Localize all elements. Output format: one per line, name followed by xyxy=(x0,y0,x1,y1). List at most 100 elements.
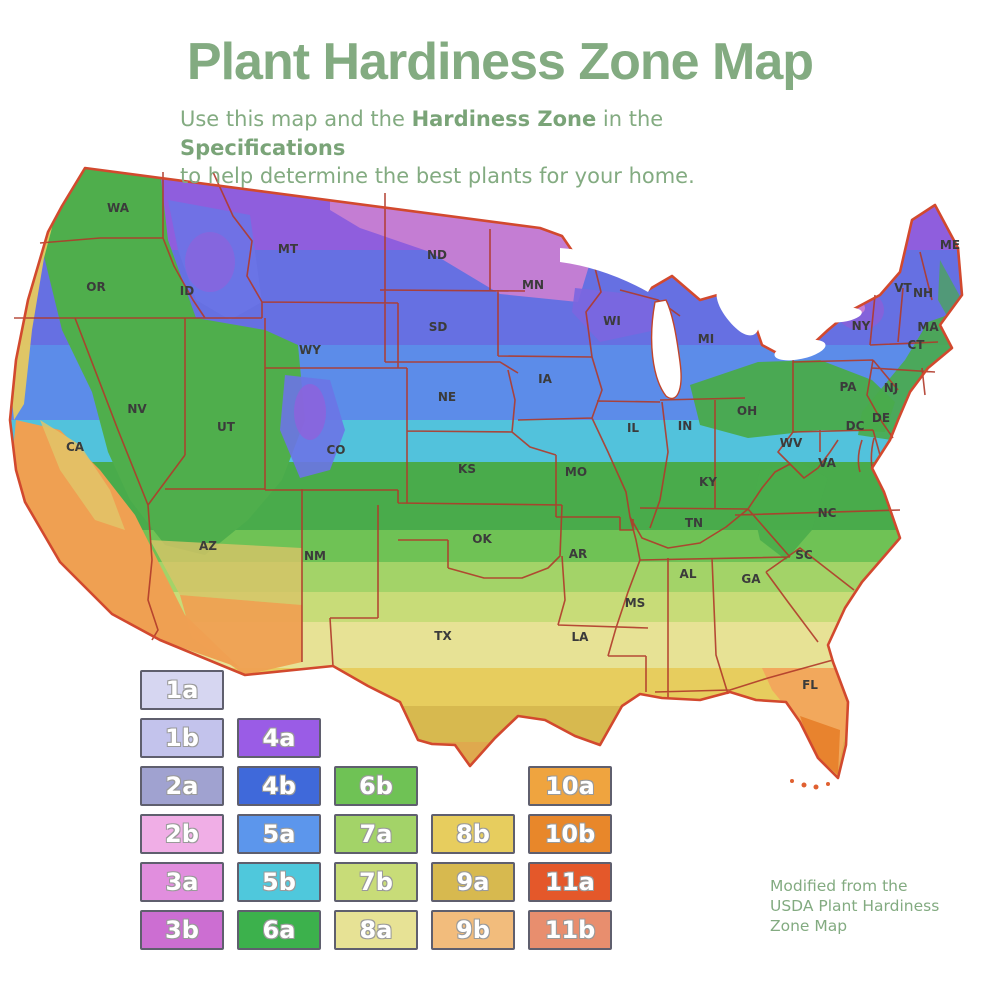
state-label-MT: MT xyxy=(278,242,299,256)
legend-zone-label: 1a xyxy=(165,676,199,704)
state-label-MS: MS xyxy=(625,596,646,610)
legend-zone-2b: 2b xyxy=(140,814,224,854)
state-label-FL: FL xyxy=(802,678,818,692)
state-label-SC: SC xyxy=(795,548,813,562)
state-label-UT: UT xyxy=(217,420,236,434)
subtitle-specifications: Specifications xyxy=(180,135,346,160)
state-label-TN: TN xyxy=(685,516,703,530)
legend-zone-label: 8a xyxy=(359,916,393,944)
legend-zone-label: 3a xyxy=(165,868,199,896)
florida-keys xyxy=(790,779,830,790)
state-label-NE: NE xyxy=(438,390,456,404)
subtitle-text: Use this map and the xyxy=(180,107,412,132)
legend-zone-1a: 1a xyxy=(140,670,224,710)
legend-zone-7b: 7b xyxy=(334,862,418,902)
legend-zone-2a: 2a xyxy=(140,766,224,806)
state-borders xyxy=(14,171,939,698)
state-label-MN: MN xyxy=(522,278,544,292)
page-title: Plant Hardiness Zone Map xyxy=(186,33,814,91)
coastline-outline xyxy=(8,166,964,780)
state-label-OR: OR xyxy=(86,280,105,294)
legend-zone-label: 6a xyxy=(262,916,296,944)
legend-zone-label: 10b xyxy=(544,820,596,848)
state-label-MO: MO xyxy=(565,465,587,479)
legend-zone-4a: 4a xyxy=(237,718,321,758)
state-label-NH: NH xyxy=(913,286,933,300)
state-label-IA: IA xyxy=(538,372,552,386)
attribution-line: Modified from the xyxy=(770,877,908,895)
legend-zone-label: 9b xyxy=(456,916,490,944)
legend-zone-label: 2a xyxy=(165,772,199,800)
legend-zone-1b: 1b xyxy=(140,718,224,758)
state-label-NC: NC xyxy=(818,506,837,520)
legend-zone-label: 5a xyxy=(262,820,296,848)
state-label-AR: AR xyxy=(569,547,588,561)
state-label-NJ: NJ xyxy=(884,381,899,395)
legend-zone-6b: 6b xyxy=(334,766,418,806)
state-label-ND: ND xyxy=(427,248,447,262)
state-label-TX: TX xyxy=(434,629,452,643)
header: Plant Hardiness Zone Map Use this map an… xyxy=(0,0,1000,190)
legend-zone-label: 9a xyxy=(456,868,490,896)
state-label-WV: WV xyxy=(780,436,803,450)
state-label-NV: NV xyxy=(127,402,147,416)
state-label-WY: WY xyxy=(299,343,321,357)
state-label-ID: ID xyxy=(180,284,194,298)
legend-zone-label: 7a xyxy=(359,820,393,848)
attribution: Modified from the USDA Plant Hardiness Z… xyxy=(770,876,939,936)
legend-zone-label: 1b xyxy=(165,724,199,752)
legend-zone-label: 2b xyxy=(165,820,199,848)
legend-zone-9a: 9a xyxy=(431,862,515,902)
state-label-IN: IN xyxy=(678,419,693,433)
legend-zone-8a: 8a xyxy=(334,910,418,950)
legend-zone-label: 11b xyxy=(544,916,596,944)
state-label-MA: MA xyxy=(917,320,939,334)
state-label-PA: PA xyxy=(840,380,858,394)
attribution-line: Zone Map xyxy=(770,917,848,936)
state-label-CT: CT xyxy=(908,338,926,352)
legend-zone-3a: 3a xyxy=(140,862,224,902)
legend-zone-label: 3b xyxy=(165,916,199,944)
legend-zone-label: 8b xyxy=(456,820,490,848)
state-label-ME: ME xyxy=(940,238,960,252)
state-label-OK: OK xyxy=(472,532,492,546)
state-label-LA: LA xyxy=(572,630,590,644)
state-label-AL: AL xyxy=(680,567,697,581)
state-label-CA: CA xyxy=(66,440,85,454)
legend-zone-label: 4b xyxy=(262,772,296,800)
state-label-OH: OH xyxy=(737,404,757,418)
state-label-IL: IL xyxy=(627,421,639,435)
state-labels: WA OR CA NV ID UT AZ MT WY CO NM ND SD NE KS OK TX MN IA MO… xyxy=(66,201,960,692)
legend-zone-label: 7b xyxy=(359,868,393,896)
state-label-VA: VA xyxy=(818,456,836,470)
attribution-line: USDA Plant Hardiness xyxy=(770,897,940,916)
legend-zone-7a: 7a xyxy=(334,814,418,854)
legend-zone-label: 4a xyxy=(262,724,296,752)
state-label-WI: WI xyxy=(603,314,621,328)
state-label-NY: NY xyxy=(852,319,871,333)
legend-zone-5b: 5b xyxy=(237,862,321,902)
state-label-DC: DC xyxy=(846,419,865,433)
legend-zone-label: 6b xyxy=(359,772,393,800)
legend-zone-11b: 11b xyxy=(528,910,612,950)
legend-zone-label: 10a xyxy=(545,772,595,800)
legend-zone-label: 5b xyxy=(262,868,296,896)
state-label-CO: CO xyxy=(326,443,345,457)
legend-zone-4b: 4b xyxy=(237,766,321,806)
legend-zone-10a: 10a xyxy=(528,766,612,806)
state-label-MI: MI xyxy=(698,332,714,346)
legend-zone-8b: 8b xyxy=(431,814,515,854)
state-label-GA: GA xyxy=(741,572,761,586)
subtitle-line2: to help determine the best plants for yo… xyxy=(180,163,695,188)
state-label-DE: DE xyxy=(872,411,890,425)
legend-zone-6a: 6a xyxy=(237,910,321,950)
legend-zone-11a: 11a xyxy=(528,862,612,902)
zone-legend: 1a 1b 2a 2b 3a 3b 4a 4b 5a 5b 6a 6b 7a 7b 8a 8b 9a 9b 10a 1… xyxy=(140,670,620,960)
state-label-AZ: AZ xyxy=(199,539,217,553)
state-label-VT: VT xyxy=(894,281,912,295)
legend-zone-10b: 10b xyxy=(528,814,612,854)
subtitle: Use this map and the Hardiness Zone in t… xyxy=(180,107,695,188)
legend-zone-3b: 3b xyxy=(140,910,224,950)
legend-zone-5a: 5a xyxy=(237,814,321,854)
